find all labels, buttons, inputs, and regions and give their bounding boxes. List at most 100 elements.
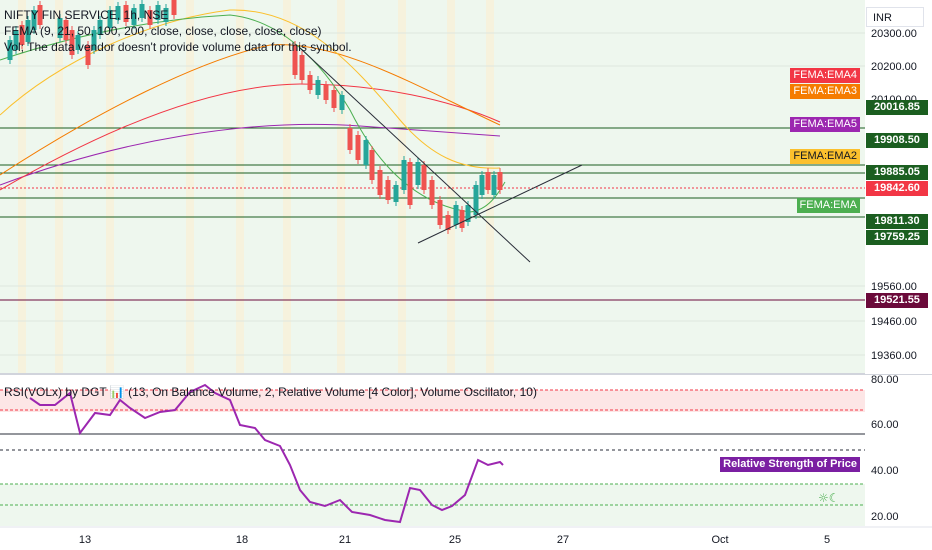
candle-body <box>37 5 43 25</box>
currency-selector[interactable]: INR <box>866 7 924 27</box>
candle-body <box>147 10 153 25</box>
price-tag-19811: 19811.30 <box>866 214 928 229</box>
price-axis-labels: 20300.0020200.0020100.0019560.0019460.00… <box>871 28 917 362</box>
candle-body <box>453 205 459 225</box>
candle-body <box>473 185 479 215</box>
candle-body <box>85 45 91 65</box>
symbol-title[interactable]: NIFTY FIN SERVICE, 1h, NSE <box>4 8 169 22</box>
candle-body <box>315 80 321 95</box>
time-axis-label: 21 <box>339 534 351 546</box>
candle-body <box>139 4 145 18</box>
price-axis-label: 20300.00 <box>871 28 917 40</box>
price-axis-label: 19360.00 <box>871 350 917 362</box>
candle-body <box>323 85 329 100</box>
candle-body <box>63 20 69 40</box>
candle-body <box>292 45 298 75</box>
last-price-tag: 19842.60 <box>866 181 928 196</box>
time-axis-label: 25 <box>449 534 461 546</box>
candle-body <box>171 0 177 15</box>
candle-body <box>429 180 435 205</box>
time-axis-label: 13 <box>79 534 91 546</box>
trend-lines <box>299 47 583 263</box>
candle-body <box>347 128 353 150</box>
sun-moon-glyph: ☼☾ <box>818 491 840 505</box>
candle-body <box>91 30 97 50</box>
candle-body <box>57 18 63 38</box>
candle-body <box>401 160 407 190</box>
candle-body <box>485 172 491 190</box>
time-axis[interactable] <box>0 527 932 550</box>
time-axis-label: 27 <box>557 534 569 546</box>
rsi-indicator-legend[interactable]: RSI(VOLx) by DGT 📊 (13, On Balance Volum… <box>4 385 537 399</box>
ema2-tag: FEMA:EMA2 <box>790 149 860 164</box>
candle-body <box>31 10 37 30</box>
rsi-axis-label: 20.00 <box>871 511 899 523</box>
price-axis-label: 19460.00 <box>871 316 917 328</box>
candle-body <box>299 55 305 80</box>
candle-body <box>69 30 75 55</box>
ema3-line <box>0 44 501 176</box>
candle-body <box>107 10 113 28</box>
candle-body <box>437 200 443 225</box>
rsi-series-tag: Relative Strength of Price <box>720 457 860 472</box>
candle-body <box>369 150 375 180</box>
price-tag-19759: 19759.25 <box>866 230 928 245</box>
candle-body <box>115 6 121 20</box>
time-axis-labels: 13 18 21 25 27 Oct 5 <box>79 534 830 546</box>
rsi-line <box>29 383 504 524</box>
candle-body <box>339 95 345 110</box>
rsi-axis-label: 40.00 <box>871 465 899 477</box>
candle-body <box>459 210 465 228</box>
candle-body <box>97 20 103 35</box>
candle-body <box>415 162 421 185</box>
price-tag-19885: 19885.05 <box>866 165 928 180</box>
candle-body <box>131 8 137 25</box>
candle-body <box>75 35 81 50</box>
candle-body <box>393 185 399 202</box>
rsi-axis-label: 60.00 <box>871 419 899 431</box>
candle-body <box>7 40 13 60</box>
candle-body <box>491 175 497 195</box>
candle-body <box>331 90 337 108</box>
volume-indicator-legend[interactable]: Vol; The data vendor doesn't provide vol… <box>4 40 352 54</box>
candle-body <box>363 140 369 165</box>
rsi-axis-label: 80.00 <box>871 374 899 386</box>
rsi-axis[interactable] <box>865 376 932 526</box>
candle-body <box>465 205 471 222</box>
candle-body <box>497 172 503 190</box>
ema4-tag: FEMA:EMA4 <box>790 68 860 83</box>
ema5-tag: FEMA:EMA5 <box>790 117 860 132</box>
time-axis-label: 18 <box>236 534 248 546</box>
candle-body <box>155 5 161 20</box>
price-tag-20016: 20016.85 <box>866 100 928 115</box>
rsi-axis-labels: 80.00 60.00 40.00 20.00 <box>871 374 899 523</box>
ema5-line <box>0 123 501 186</box>
candle-body <box>163 8 169 22</box>
candle-body <box>13 30 19 50</box>
price-tag-19908: 19908.50 <box>866 133 928 148</box>
candle-body <box>385 180 391 200</box>
candle-body <box>19 25 25 45</box>
candle-body <box>421 165 427 190</box>
price-tag-19521: 19521.55 <box>866 293 928 308</box>
ema3-tag: FEMA:EMA3 <box>790 84 860 99</box>
time-axis-label: Oct <box>711 534 728 546</box>
candles <box>7 0 503 234</box>
price-axis-label: 19560.00 <box>871 281 917 293</box>
ema1-tag: FEMA:EMA <box>796 198 860 213</box>
rsi-overbought-zone <box>0 390 865 412</box>
candle-body <box>123 5 129 22</box>
fema-indicator-legend[interactable]: FEMA (9, 21, 50, 100, 200, close, close,… <box>4 24 322 38</box>
ema4-line <box>0 83 501 191</box>
candle-body <box>25 20 31 42</box>
candle-body <box>407 162 413 205</box>
candle-body <box>307 75 313 90</box>
price-axis-label: 20200.00 <box>871 61 917 73</box>
time-axis-label: 5 <box>824 534 830 546</box>
candle-body <box>445 215 451 230</box>
candle-body <box>479 175 485 195</box>
candle-body <box>377 170 383 195</box>
price-grid <box>0 32 865 356</box>
candle-body <box>355 135 361 160</box>
